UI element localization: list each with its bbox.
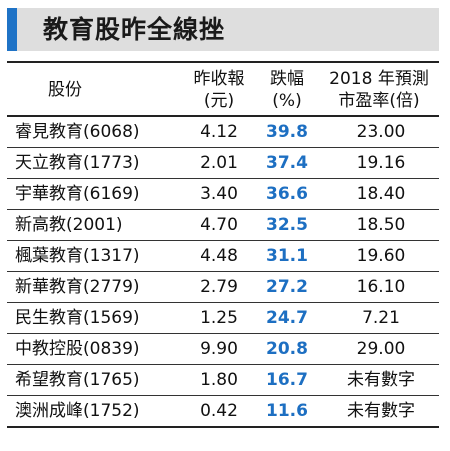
title-accent-bar — [7, 8, 17, 51]
forecast-pe-cell: 29.00 — [356, 339, 406, 359]
prev-close-cell: 1.25 — [200, 308, 238, 328]
prev-close-cell: 9.90 — [200, 339, 238, 359]
table-row: 澳洲成峰(1752) 0.42 11.6 未有數字 — [7, 396, 439, 428]
drop-percent-cell: 39.8 — [266, 122, 308, 142]
forecast-pe-cell: 未有數字 — [347, 370, 415, 390]
header-drop-label: 跌幅 — [270, 69, 304, 89]
stock-name-cell: 希望教育(1765) — [15, 370, 140, 390]
table-row: 新高教(2001) 4.70 32.5 18.50 — [7, 210, 439, 241]
stock-name-cell: 楓葉教育(1317) — [15, 246, 140, 266]
stock-name-cell: 天立教育(1773) — [15, 153, 140, 173]
header-drop: 跌幅 (%) — [253, 68, 321, 112]
drop-percent-cell: 32.5 — [266, 215, 308, 235]
header-prev-close-label: 昨收報 — [193, 69, 245, 89]
drop-percent-cell: 20.8 — [266, 339, 308, 359]
table-row: 新華教育(2779) 2.79 27.2 16.10 — [7, 272, 439, 303]
table-header: 股份 昨收報 (元) 跌幅 (%) 2018 年預測 市盈率(倍) — [7, 63, 439, 117]
forecast-pe-cell: 18.40 — [356, 184, 406, 204]
header-stock: 股份 — [48, 80, 82, 100]
prev-close-cell: 1.80 — [200, 370, 238, 390]
stock-name-cell: 睿見教育(6068) — [15, 122, 140, 142]
table-body: 睿見教育(6068) 4.12 39.8 23.00 天立教育(1773) 2.01 37.… — [7, 117, 439, 428]
header-drop-unit: (%) — [272, 91, 302, 111]
prev-close-cell: 4.70 — [200, 215, 238, 235]
title-bar: 教育股昨全線挫 — [7, 8, 439, 51]
table-row: 宇華教育(6169) 3.40 36.6 18.40 — [7, 179, 439, 210]
table-top-rule — [7, 61, 439, 63]
stock-name-cell: 澳洲成峰(1752) — [15, 401, 140, 421]
header-pe: 2018 年預測 市盈率(倍) — [319, 68, 439, 112]
stock-name-cell: 中教控股(0839) — [15, 339, 140, 359]
drop-percent-cell: 16.7 — [266, 370, 308, 390]
drop-percent-cell: 36.6 — [266, 184, 308, 204]
header-prev-close: 昨收報 (元) — [185, 68, 253, 112]
header-pe-label: 2018 年預測 — [329, 69, 429, 89]
table-title: 教育股昨全線挫 — [43, 15, 226, 44]
header-pe-unit: 市盈率(倍) — [338, 91, 420, 111]
prev-close-cell: 4.12 — [200, 122, 238, 142]
table-row: 楓葉教育(1317) 4.48 31.1 19.60 — [7, 241, 439, 272]
drop-percent-cell: 31.1 — [266, 246, 308, 266]
drop-percent-cell: 27.2 — [266, 277, 308, 297]
table-row: 民生教育(1569) 1.25 24.7 7.21 — [7, 303, 439, 334]
forecast-pe-cell: 16.10 — [356, 277, 406, 297]
table-row: 希望教育(1765) 1.80 16.7 未有數字 — [7, 365, 439, 396]
stock-name-cell: 新華教育(2779) — [15, 277, 140, 297]
header-prev-close-unit: (元) — [203, 91, 235, 111]
table-row: 睿見教育(6068) 4.12 39.8 23.00 — [7, 117, 439, 148]
drop-percent-cell: 11.6 — [266, 401, 308, 421]
prev-close-cell: 3.40 — [200, 184, 238, 204]
prev-close-cell: 2.01 — [200, 153, 238, 173]
drop-percent-cell: 24.7 — [266, 308, 308, 328]
forecast-pe-cell: 7.21 — [362, 308, 400, 328]
prev-close-cell: 0.42 — [200, 401, 238, 421]
stock-table: 股份 昨收報 (元) 跌幅 (%) 2018 年預測 市盈率(倍) 睿見教育(6… — [7, 61, 439, 428]
forecast-pe-cell: 19.60 — [356, 246, 406, 266]
forecast-pe-cell: 18.50 — [356, 215, 406, 235]
table-row: 天立教育(1773) 2.01 37.4 19.16 — [7, 148, 439, 179]
prev-close-cell: 2.79 — [200, 277, 238, 297]
forecast-pe-cell: 19.16 — [356, 153, 406, 173]
table-row: 中教控股(0839) 9.90 20.8 29.00 — [7, 334, 439, 365]
forecast-pe-cell: 23.00 — [356, 122, 406, 142]
stock-name-cell: 新高教(2001) — [15, 215, 123, 235]
stock-name-cell: 民生教育(1569) — [15, 308, 140, 328]
stock-name-cell: 宇華教育(6169) — [15, 184, 140, 204]
forecast-pe-cell: 未有數字 — [347, 401, 415, 421]
prev-close-cell: 4.48 — [200, 246, 238, 266]
drop-percent-cell: 37.4 — [266, 153, 308, 173]
